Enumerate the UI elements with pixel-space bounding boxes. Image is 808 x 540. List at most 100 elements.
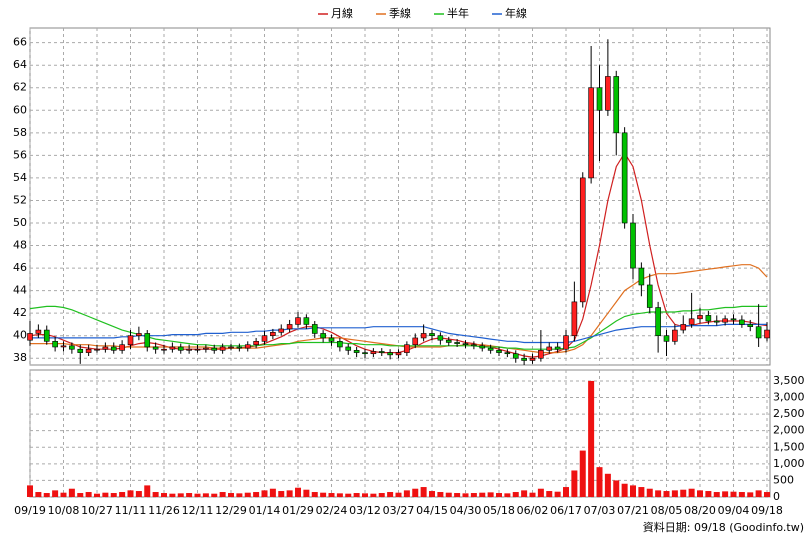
- volume-bar: [571, 470, 578, 497]
- volume-bar: [596, 467, 603, 497]
- candle-body: [102, 346, 109, 350]
- x-tick-label: 04/30: [450, 504, 482, 517]
- volume-bar: [546, 491, 553, 497]
- volume-bar: [638, 487, 645, 497]
- candle-body: [672, 329, 678, 342]
- candle-body: [337, 341, 343, 348]
- volume-bar: [588, 380, 595, 497]
- volume-bar: [412, 488, 419, 497]
- volume-bar: [697, 490, 703, 497]
- x-tick-label: 09/18: [751, 504, 783, 517]
- volume-bar: [35, 492, 42, 497]
- volume-bar: [286, 490, 293, 497]
- x-tick-label: 07/21: [617, 504, 649, 517]
- y2-tick-label: 2,000: [773, 424, 805, 437]
- x-tick-label: 12/29: [215, 504, 247, 517]
- candle-body: [52, 341, 58, 348]
- y2-tick-label: 2,500: [773, 407, 805, 420]
- candle-body: [747, 324, 754, 327]
- volume-bar: [445, 492, 452, 497]
- candle-body: [119, 344, 125, 351]
- volume-bar: [730, 491, 737, 497]
- y2-tick-label: 3,500: [773, 374, 805, 387]
- volume-bar: [479, 492, 486, 497]
- y-tick-label: 56: [13, 148, 27, 161]
- candle-body: [462, 343, 469, 346]
- x-tick-label: 06/02: [517, 504, 549, 517]
- volume-bar: [211, 493, 218, 497]
- volume-bar: [512, 492, 519, 497]
- candle-body: [479, 345, 486, 349]
- y-tick-label: 42: [13, 306, 27, 319]
- x-tick-label: 09/04: [718, 504, 750, 517]
- volume-bar: [228, 493, 234, 497]
- legend-label: 月線: [331, 6, 353, 20]
- x-tick-label: 06/17: [550, 504, 582, 517]
- volume-bar: [328, 493, 335, 497]
- candle-body: [370, 351, 377, 355]
- candle-body: [77, 348, 84, 353]
- candle-body: [420, 333, 427, 339]
- volume-bar: [119, 492, 126, 497]
- volume-bar: [680, 489, 687, 497]
- candle-body: [404, 344, 410, 353]
- volume-bar: [303, 489, 310, 497]
- candle-body: [697, 315, 703, 320]
- volume-bar: [722, 491, 729, 497]
- volume-bar: [161, 493, 167, 497]
- volume-bar: [320, 492, 327, 497]
- candle-body: [755, 326, 762, 339]
- candle-body: [136, 333, 142, 336]
- candle-body: [328, 337, 335, 342]
- y-tick-label: 40: [13, 329, 27, 342]
- candle-body: [764, 329, 770, 339]
- y-tick-label: 48: [13, 239, 27, 252]
- candle-body: [261, 335, 268, 342]
- volume-bar: [420, 487, 427, 497]
- y-tick-label: 50: [13, 216, 27, 229]
- ma-line: [30, 323, 767, 344]
- volume-bar: [353, 493, 360, 497]
- volume-bar: [152, 492, 159, 497]
- volume-bar: [27, 485, 33, 497]
- volume-bar: [747, 492, 754, 497]
- candle-body: [613, 76, 620, 134]
- y2-tick-label: 1,000: [773, 457, 805, 470]
- candle-body: [244, 344, 251, 349]
- x-tick-label: 07/03: [584, 504, 616, 517]
- x-tick-label: 04/15: [416, 504, 448, 517]
- candle-body: [429, 333, 435, 336]
- legend-label: 季線: [389, 6, 411, 20]
- candle-body: [646, 284, 653, 308]
- candle-body: [730, 318, 737, 321]
- x-tick-label: 11/11: [115, 504, 147, 517]
- volume-bar: [169, 493, 176, 497]
- volume-bar: [621, 483, 628, 497]
- volume-bar: [127, 490, 134, 497]
- candle-body: [161, 348, 167, 351]
- candle-body: [127, 335, 134, 346]
- y-tick-label: 66: [13, 36, 27, 49]
- candle-body: [512, 353, 519, 359]
- volume-bar: [186, 493, 193, 497]
- volume-bar: [144, 485, 151, 497]
- candle-body: [454, 342, 460, 344]
- volume-bar: [60, 492, 67, 497]
- x-tick-label: 05/18: [483, 504, 515, 517]
- volume-bar: [630, 485, 636, 497]
- candle-body: [563, 335, 569, 350]
- y2-tick-label: 0: [773, 490, 780, 503]
- legend-label: 半年: [447, 6, 469, 20]
- y-tick-label: 52: [13, 193, 27, 206]
- volume-bar: [646, 488, 653, 497]
- volume-bar: [521, 490, 528, 497]
- volume-bar: [52, 490, 59, 497]
- candle-body: [27, 333, 33, 341]
- volume-bar: [110, 493, 117, 497]
- volume-bar: [236, 493, 243, 497]
- candle-body: [270, 332, 276, 336]
- candle-body: [362, 352, 368, 355]
- candle-body: [487, 347, 494, 351]
- volume-bar: [194, 493, 201, 497]
- candle-body: [194, 348, 201, 351]
